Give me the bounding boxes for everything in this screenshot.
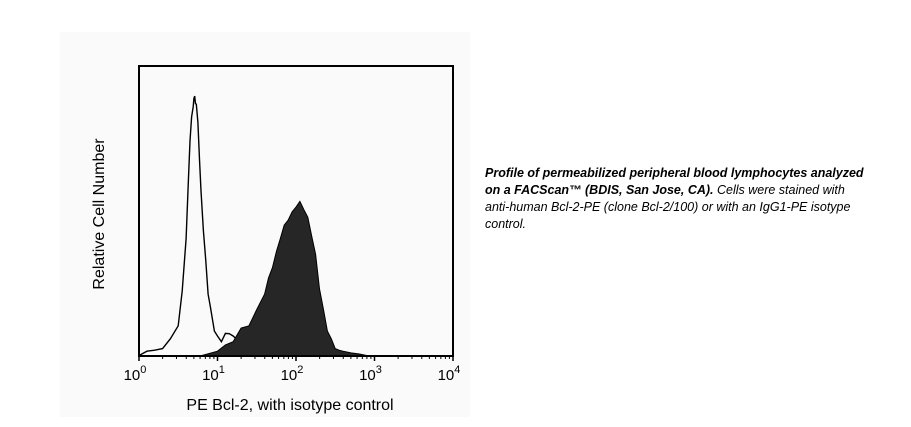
x-tick-label: 104 — [438, 364, 461, 384]
x-tick-label: 100 — [124, 364, 147, 384]
bcl2-histogram-filled — [201, 200, 375, 358]
x-axis-label: PE Bcl-2, with isotype control — [186, 397, 393, 414]
caption-bold-text: Profile of permeabilized peripheral bloo… — [485, 166, 864, 197]
x-tick-label: 103 — [359, 364, 382, 384]
y-axis-label: Relative Cell Number — [91, 138, 108, 290]
caption-text: Cells were stained with anti-human Bcl-2… — [485, 183, 851, 231]
x-tick-label: 101 — [202, 364, 225, 384]
series-layer — [138, 95, 375, 358]
tick-layer: 100 101 102 103 104 — [124, 356, 461, 384]
figure-caption: Profile of permeabilized peripheral bloo… — [485, 165, 870, 233]
x-tick-label: 102 — [281, 364, 304, 384]
